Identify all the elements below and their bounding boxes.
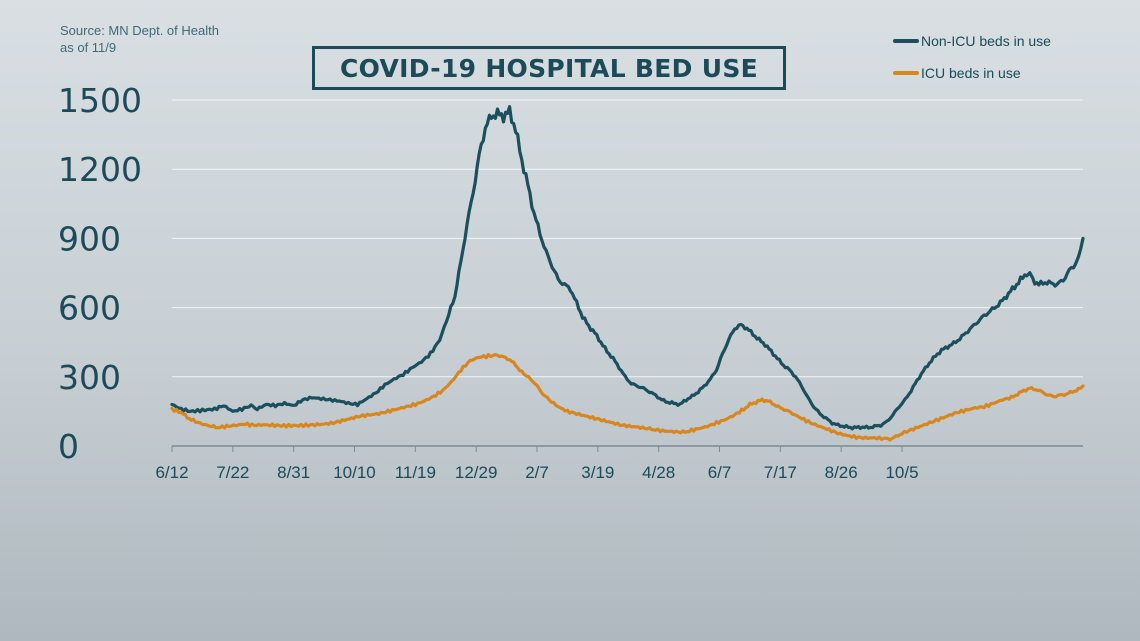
x-tick-label: 11/19: [395, 463, 436, 482]
y-tick-label: 900: [58, 219, 121, 258]
x-tick-label: 7/22: [216, 463, 249, 482]
legend-item-icu: ICU beds in use: [893, 64, 1051, 82]
series-line-non-icu: [170, 105, 1085, 431]
series-line-icu: [170, 353, 1085, 442]
x-tick-label: 8/31: [277, 463, 310, 482]
y-tick-label: 0: [58, 427, 79, 466]
source-line: Source: MN Dept. of Health: [60, 23, 219, 38]
y-tick-label: 600: [58, 289, 121, 328]
x-tick-label: 10/10: [333, 463, 376, 482]
x-tick-label: 8/26: [825, 463, 858, 482]
legend: Non-ICU beds in use ICU beds in use: [893, 32, 1051, 96]
legend-item-non-icu: Non-ICU beds in use: [893, 32, 1051, 50]
legend-label-non-icu: Non-ICU beds in use: [921, 33, 1051, 49]
legend-label-icu: ICU beds in use: [921, 65, 1021, 81]
x-tick-label: 6/12: [155, 463, 188, 482]
y-tick-label: 300: [58, 358, 121, 397]
y-tick-label: 1500: [58, 81, 142, 120]
x-tick-label: 3/19: [581, 463, 614, 482]
chart-title: COVID-19 HOSPITAL BED USE: [312, 46, 786, 90]
y-tick-label: 1200: [58, 150, 142, 189]
x-tick-label: 10/5: [885, 463, 918, 482]
x-tick-label: 4/28: [642, 463, 675, 482]
source-date: as of 11/9: [60, 40, 117, 55]
x-tick-label: 2/7: [525, 463, 549, 482]
legend-swatch-icu: [893, 71, 919, 75]
legend-swatch-non-icu: [893, 39, 919, 43]
x-tick-label: 12/29: [455, 463, 498, 482]
source-note: Source: MN Dept. of Health as of 11/9: [60, 22, 219, 56]
x-tick-label: 7/17: [764, 463, 797, 482]
x-tick-label: 6/7: [708, 463, 732, 482]
